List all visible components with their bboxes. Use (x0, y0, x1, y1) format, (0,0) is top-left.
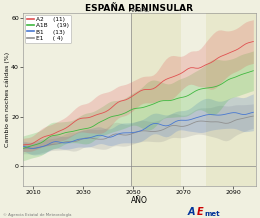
Text: ANUAL: ANUAL (129, 8, 150, 13)
Bar (131, 13, 181, 186)
Text: met: met (204, 211, 220, 217)
Text: E: E (196, 207, 203, 217)
Text: A: A (187, 207, 195, 217)
Y-axis label: Cambio en noches cálidas (%): Cambio en noches cálidas (%) (4, 52, 10, 147)
X-axis label: AÑO: AÑO (131, 196, 148, 205)
Text: © Agencia Estatal de Meteorología: © Agencia Estatal de Meteorología (3, 213, 71, 217)
Legend: A2     (11), A1B     (19), B1     (13), E1     ( 4): A2 (11), A1B (19), B1 (13), E1 ( 4) (25, 15, 71, 43)
Title: ESPAÑA PENINSULAR: ESPAÑA PENINSULAR (86, 4, 193, 13)
Bar (206, 13, 256, 186)
